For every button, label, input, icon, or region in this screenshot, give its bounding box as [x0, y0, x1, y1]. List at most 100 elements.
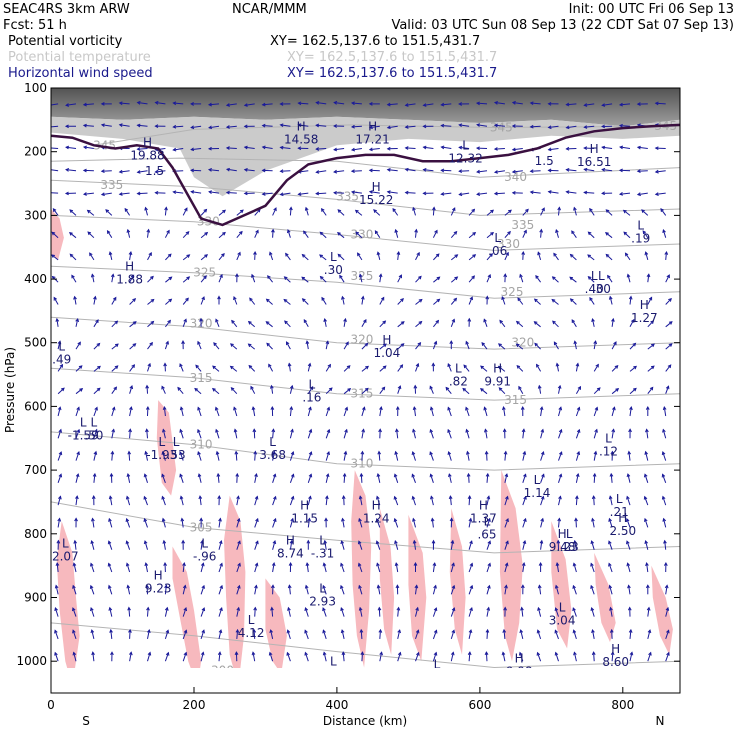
wind-arrow	[218, 539, 223, 550]
x-tick-label: 200	[183, 698, 206, 712]
wind-arrow	[468, 275, 475, 283]
wind-arrow	[411, 495, 416, 506]
wind-arrow	[211, 387, 220, 395]
wind-arrow	[340, 584, 345, 595]
wind-arrow	[93, 450, 98, 461]
extremum-type: L	[616, 492, 623, 506]
wind-arrow	[236, 540, 241, 550]
wind-arrow	[661, 450, 667, 461]
extremum-high: H8.74	[277, 534, 304, 561]
extremum-type: L	[605, 432, 612, 446]
wind-arrow	[305, 340, 310, 350]
extremum-low: L.06	[488, 231, 507, 258]
wind-arrow	[379, 365, 387, 372]
wind-arrow	[272, 495, 277, 506]
wind-arrow	[254, 229, 259, 238]
wind-arrow	[82, 168, 94, 173]
init-label: Init: 00 UTC Fri 06 Sep 13	[569, 2, 734, 17]
extremum-type: L	[591, 269, 598, 283]
wind-arrow	[65, 168, 77, 172]
wind-arrow	[91, 651, 95, 662]
wind-arrow	[412, 406, 417, 417]
wind-arrow	[105, 209, 113, 216]
extremum-type: H	[286, 534, 295, 548]
wind-arrow	[386, 168, 398, 172]
wind-arrow	[448, 473, 452, 483]
wind-arrow	[279, 102, 291, 106]
wind-arrow	[646, 606, 651, 617]
wind-arrow	[106, 229, 113, 238]
theta-contour-345	[93, 124, 680, 146]
field-xy-pv: XY= 162.5,137.6 to 151.5,431.7	[270, 34, 480, 49]
wind-arrow	[126, 584, 131, 595]
y-tick-label: 300	[24, 208, 47, 222]
wind-arrow	[111, 428, 115, 439]
wind-arrow	[233, 406, 238, 417]
wind-arrow	[283, 276, 291, 283]
extremum-type: L	[494, 231, 501, 245]
wind-arrow	[65, 103, 77, 107]
precip-region	[156, 400, 177, 496]
wind-arrow	[573, 651, 577, 662]
extremum-value: 9.48	[549, 540, 576, 554]
wind-arrow	[415, 651, 420, 662]
wind-arrow	[355, 231, 363, 239]
wind-arrow	[190, 190, 202, 194]
wind-arrow	[522, 495, 527, 506]
wind-arrow	[429, 406, 434, 417]
wind-arrow	[660, 208, 667, 216]
wind-arrow	[269, 629, 274, 640]
theta-label: 325	[501, 285, 524, 299]
wind-arrow	[337, 209, 345, 216]
wind-arrow	[628, 428, 632, 439]
wind-arrow	[467, 317, 472, 327]
wind-arrow	[618, 168, 631, 173]
y-axis-title: Pressure (hPa)	[3, 347, 17, 433]
wind-arrow	[179, 428, 184, 439]
wind-arrow	[73, 295, 77, 305]
wind-arrow	[486, 540, 491, 550]
wind-arrow	[645, 584, 650, 595]
wind-arrow	[529, 169, 541, 174]
wind-arrow	[608, 562, 613, 573]
wind-arrow	[522, 539, 527, 550]
wind-arrow	[341, 517, 345, 528]
wind-arrow	[350, 190, 362, 195]
wind-arrow	[378, 628, 383, 639]
wind-arrow	[350, 169, 362, 174]
wind-arrow	[540, 495, 545, 506]
wind-arrow	[422, 191, 434, 196]
wind-arrow	[129, 364, 136, 372]
extremum-type: H	[611, 642, 620, 656]
extremum-high: H1.27	[631, 298, 658, 325]
wind-arrow	[422, 124, 434, 129]
wind-arrow	[516, 364, 524, 372]
wind-arrow	[558, 451, 563, 461]
extremum-type: H	[515, 651, 524, 665]
wind-arrow	[415, 629, 420, 640]
wind-arrow	[126, 228, 131, 238]
wind-arrow	[74, 517, 78, 528]
wind-arrow	[315, 170, 327, 174]
wind-arrow	[519, 629, 524, 640]
wind-arrow	[325, 363, 331, 372]
wind-arrow	[450, 629, 456, 640]
wind-arrow	[608, 517, 613, 528]
wind-arrow	[68, 232, 77, 239]
wind-arrow	[297, 101, 309, 106]
extremum-low: L2.07	[52, 537, 79, 564]
wind-arrow	[626, 473, 631, 483]
wind-arrow	[572, 584, 577, 595]
wind-arrow	[272, 207, 277, 216]
wind-arrow	[125, 495, 131, 506]
wind-arrow	[333, 169, 345, 174]
extremum-type: L	[201, 537, 208, 551]
wind-arrow	[243, 145, 255, 150]
extremum-value: .65	[477, 527, 496, 541]
wind-arrow	[529, 101, 541, 106]
wind-arrow	[447, 428, 452, 439]
wind-arrow	[111, 365, 119, 372]
wind-arrow	[565, 190, 577, 194]
extremum-high: H14.58	[284, 120, 318, 147]
wind-arrow	[54, 607, 59, 617]
